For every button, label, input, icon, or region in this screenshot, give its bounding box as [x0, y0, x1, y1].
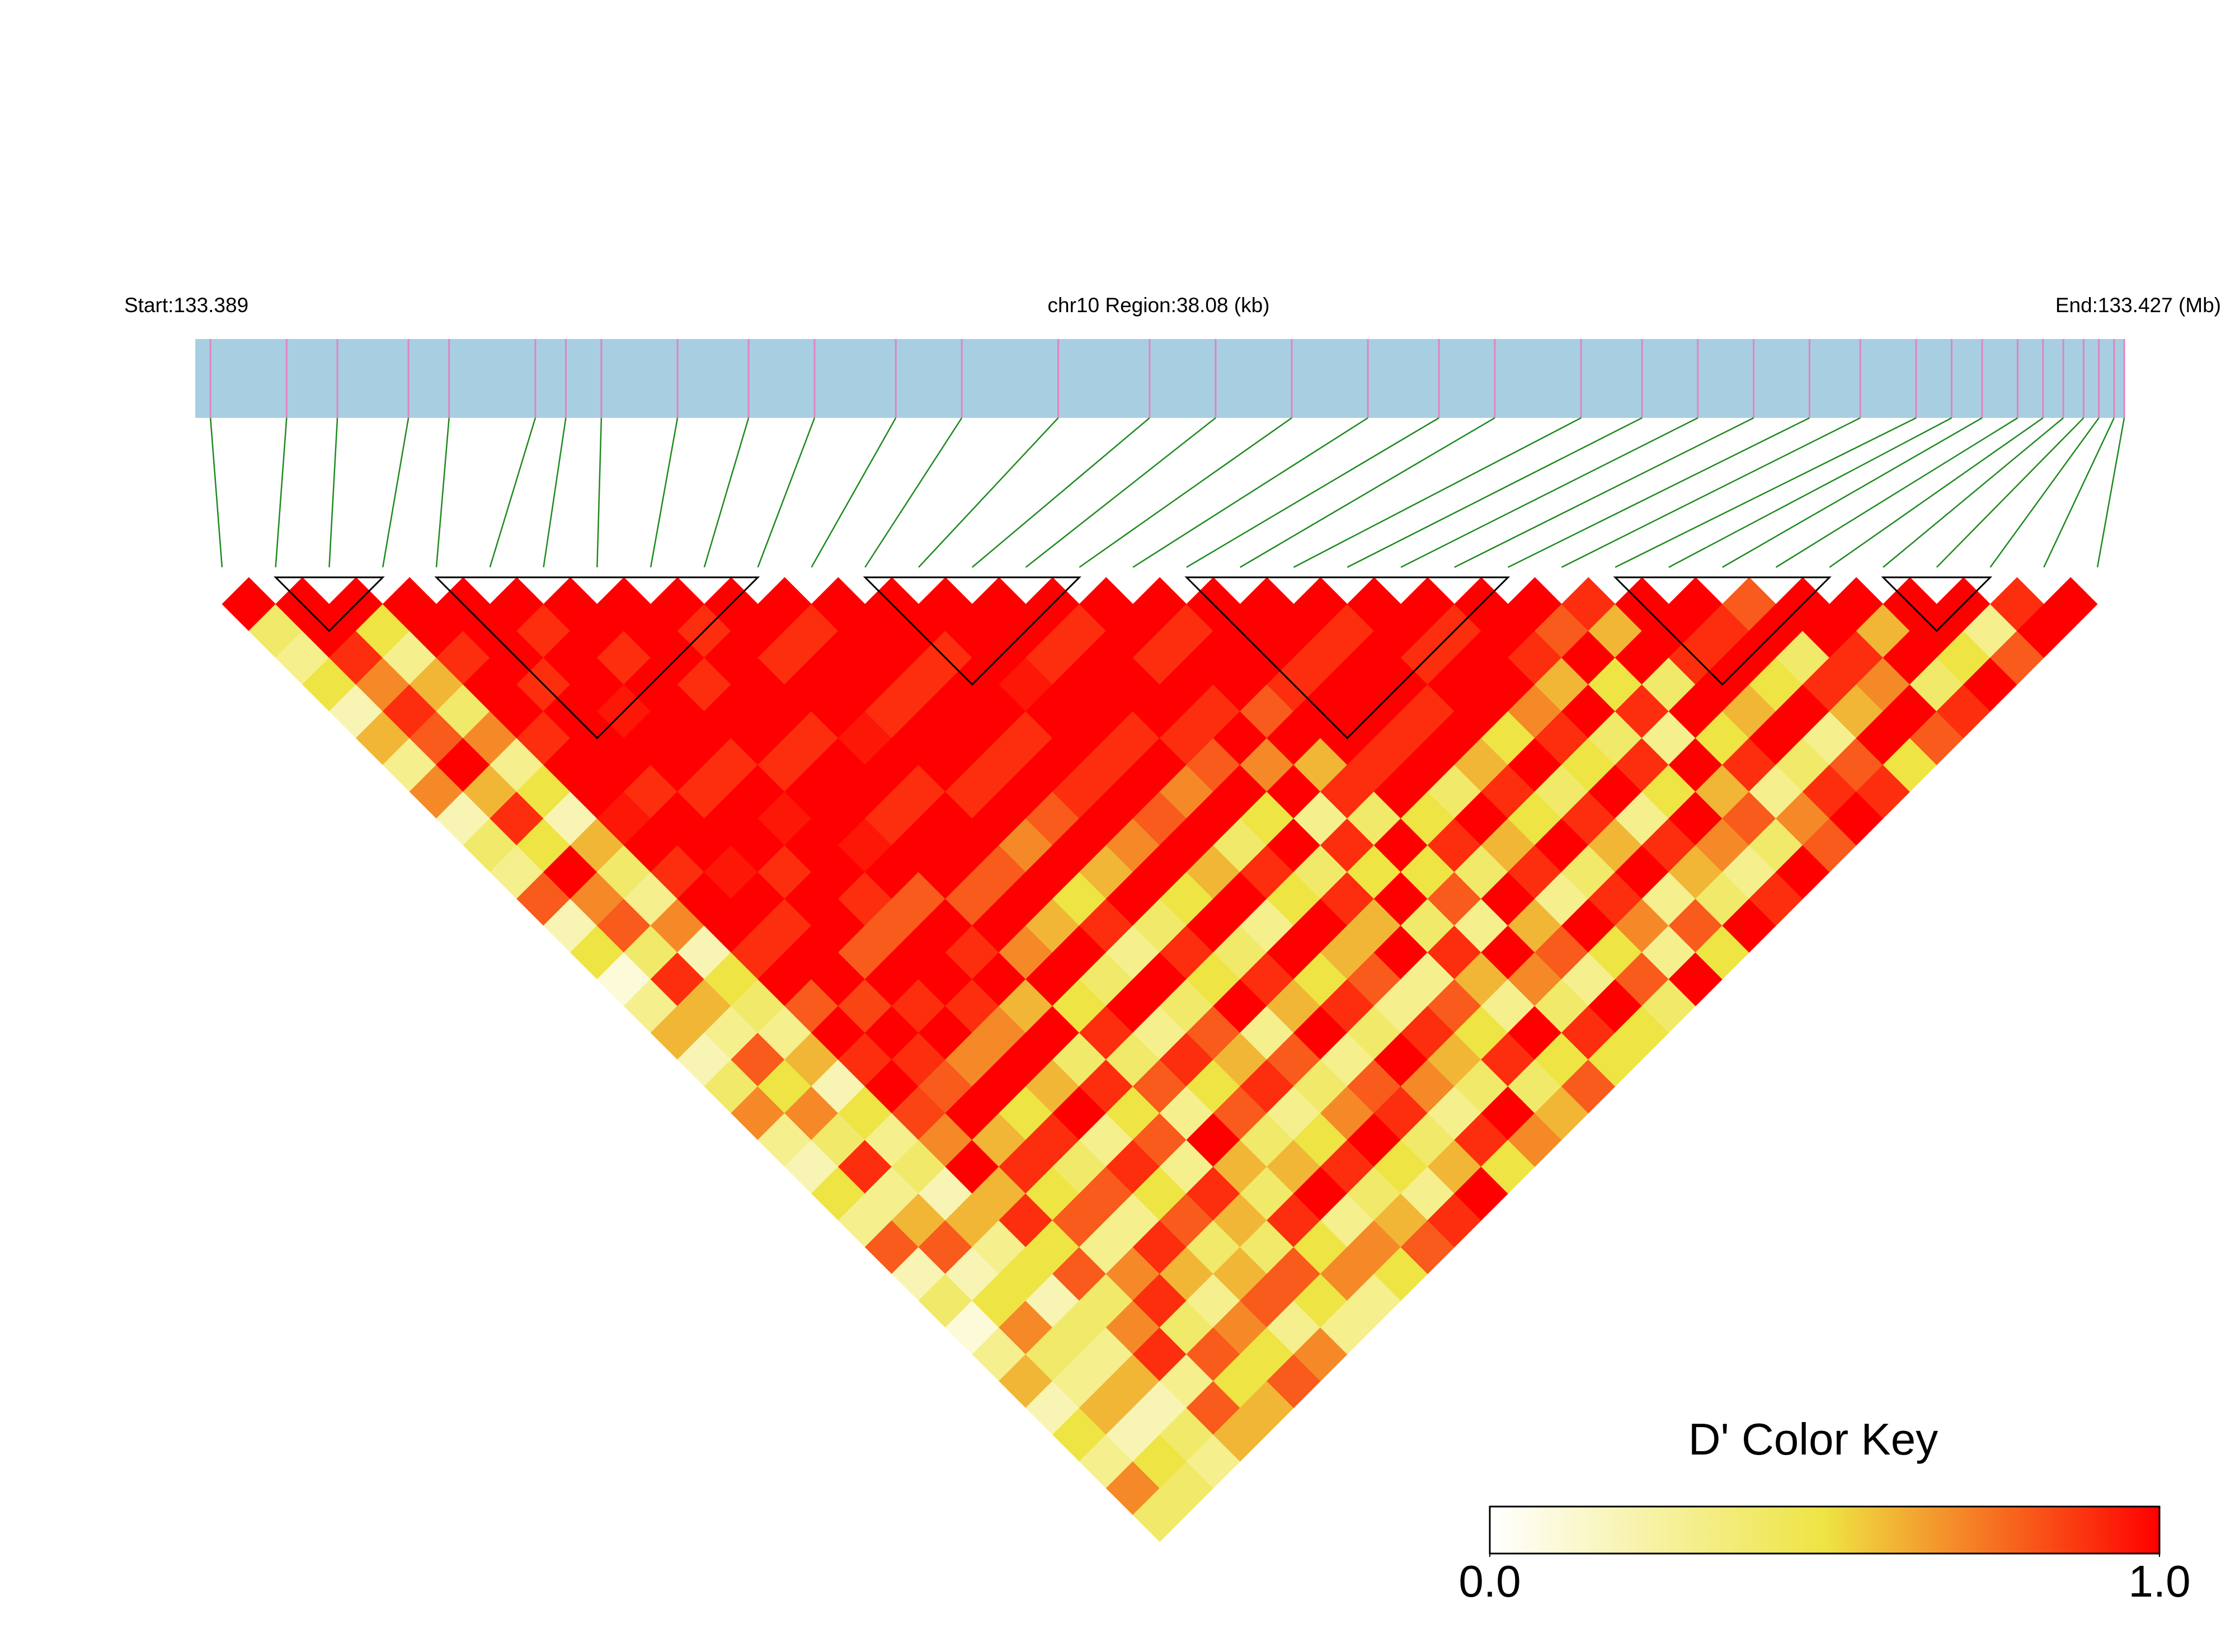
snp-connector — [328, 417, 338, 568]
snp-connector — [1186, 417, 1439, 568]
heatmap — [222, 577, 2098, 1542]
snp-connector — [1454, 417, 1754, 568]
region-bar — [195, 339, 2124, 418]
ld-block — [1881, 576, 1993, 632]
snp-connector — [1025, 417, 1216, 568]
snp-connector — [382, 417, 410, 568]
snp-connector — [1079, 417, 1292, 568]
ld-block — [434, 576, 760, 740]
end-label: End:133.427 (Mb) — [2055, 294, 2221, 317]
snp-connector — [1293, 417, 1582, 568]
snp-connector — [1347, 417, 1643, 568]
snp-connector — [918, 417, 1059, 568]
snp-connector — [811, 417, 897, 568]
snp-connector — [543, 417, 567, 568]
snp-connector — [1668, 417, 1952, 568]
color-key-title: D' Color Key — [1688, 1414, 1938, 1464]
snp-connector — [435, 417, 450, 568]
snp-connector — [1722, 417, 1983, 568]
snp-connector — [1240, 417, 1495, 568]
start-label: Start:133.389 — [124, 294, 248, 317]
snp-connector — [2043, 417, 2115, 568]
snp-connector — [864, 417, 963, 568]
snp-connector — [1936, 417, 2085, 568]
key-tick-label: 0.0 — [1458, 1556, 1521, 1606]
snp-connector — [1132, 417, 1368, 568]
snp-connector — [596, 417, 603, 568]
snp-connector — [757, 417, 816, 568]
snp-connector — [1508, 417, 1810, 568]
snp-connector — [1561, 417, 1861, 568]
snp-connector — [209, 417, 223, 568]
snp-connector — [2096, 417, 2125, 568]
snp-connector — [489, 417, 537, 568]
ld-block — [1184, 576, 1511, 740]
snp-connector — [703, 417, 750, 568]
snp-connector — [1883, 417, 2064, 568]
ld-cell — [2043, 577, 2098, 632]
snp-connector — [1400, 417, 1698, 568]
snp-connector — [1615, 417, 1917, 568]
snp-connector — [971, 417, 1150, 568]
snp-connector — [1829, 417, 2044, 568]
ld-block — [1613, 576, 1832, 686]
snp-connector — [650, 417, 679, 568]
color-key — [1489, 1505, 2161, 1555]
snp-connector — [1989, 417, 2100, 568]
snp-connector — [1775, 417, 2018, 568]
ld-block — [274, 576, 385, 632]
ld-block — [863, 576, 1081, 686]
snp-connector — [275, 417, 288, 568]
region-label: chr10 Region:38.08 (kb) — [1048, 294, 1270, 317]
key-tick-label: 1.0 — [2128, 1556, 2190, 1606]
